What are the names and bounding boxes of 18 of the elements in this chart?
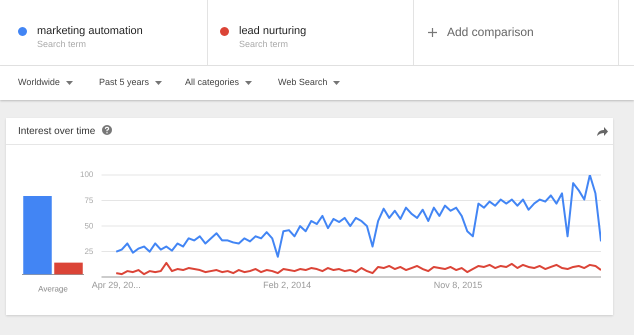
y-tick-label: 25 xyxy=(84,246,94,256)
text: Web Search xyxy=(278,77,328,87)
text: All categories xyxy=(185,77,240,87)
chart-title: Interest over time xyxy=(18,126,96,137)
text: Worldwide xyxy=(18,77,60,87)
x-tick-label: Feb 2, 2014 xyxy=(263,280,312,290)
legend-label: marketing automation xyxy=(37,25,143,37)
text: Past 5 years xyxy=(99,77,150,87)
y-tick-label: 50 xyxy=(84,221,94,230)
text: Search term xyxy=(239,39,288,49)
text: Search term xyxy=(37,39,86,49)
y-tick-label: 75 xyxy=(84,196,94,205)
x-tick-label: Apr 29, 20... xyxy=(92,280,141,290)
legend-label: lead nurturing xyxy=(239,25,306,37)
y-tick-label: 100 xyxy=(80,170,94,180)
x-tick-label: Nov 8, 2015 xyxy=(434,280,482,290)
x-axis-title: Average xyxy=(38,284,68,294)
text: Add comparison xyxy=(447,25,534,39)
